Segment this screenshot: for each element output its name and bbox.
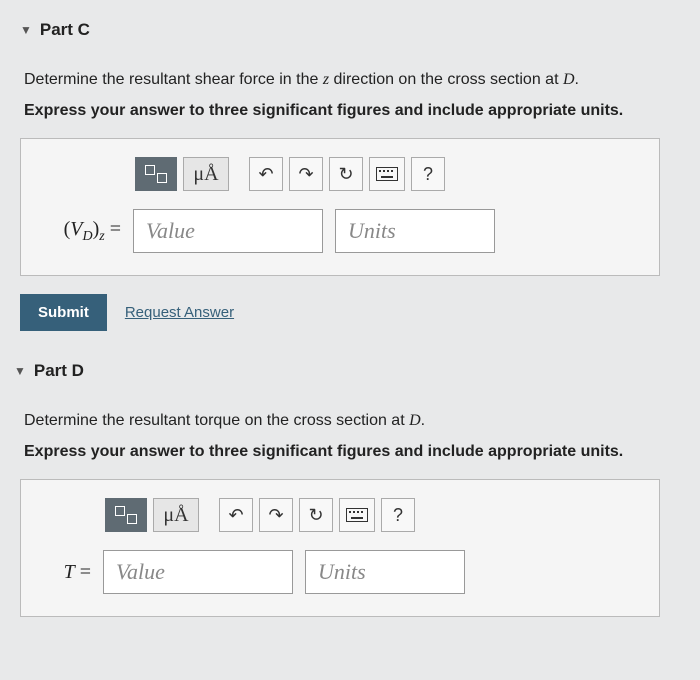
part-d-prompt: Determine the resultant torque on the cr… [24, 409, 680, 433]
submit-button[interactable]: Submit [20, 294, 107, 331]
units-input[interactable]: Units [305, 550, 465, 594]
part-d-inputs: T = Value Units [43, 550, 641, 594]
value-input[interactable]: Value [103, 550, 293, 594]
undo-button[interactable]: ↶ [249, 157, 283, 191]
templates-button[interactable] [105, 498, 147, 532]
part-d-header[interactable]: ▼ Part D [14, 361, 680, 381]
redo-button[interactable]: ↷ [289, 157, 323, 191]
part-d-toolbar: μÅ ↶ ↷ ↻ ? [105, 498, 641, 532]
units-input[interactable]: Units [335, 209, 495, 253]
collapse-triangle-icon: ▼ [20, 23, 32, 37]
part-d-answer-box: μÅ ↶ ↷ ↻ ? T = Value Units [20, 479, 660, 617]
prompt-text: Determine the resultant shear force in t… [24, 71, 323, 88]
part-d-title: Part D [34, 361, 84, 381]
help-button[interactable]: ? [381, 498, 415, 532]
part-d-instruction: Express your answer to three significant… [24, 443, 680, 461]
keyboard-button[interactable] [369, 157, 405, 191]
prompt-point-d: D [563, 71, 575, 88]
request-answer-link[interactable]: Request Answer [125, 304, 234, 321]
undo-button[interactable]: ↶ [219, 498, 253, 532]
part-c-variable-label: (VD)z = [43, 218, 121, 245]
keyboard-button[interactable] [339, 498, 375, 532]
redo-button[interactable]: ↷ [259, 498, 293, 532]
part-c-instruction: Express your answer to three significant… [24, 102, 680, 120]
prompt-text: . [421, 412, 425, 429]
page: ▼ Part C Determine the resultant shear f… [0, 0, 700, 637]
part-c-header[interactable]: ▼ Part C [20, 20, 680, 40]
part-c-title: Part C [40, 20, 90, 40]
prompt-point-d: D [409, 412, 421, 429]
prompt-text: . [575, 71, 579, 88]
prompt-text: direction on the cross section at [329, 71, 563, 88]
symbols-button[interactable]: μÅ [183, 157, 229, 191]
help-button[interactable]: ? [411, 157, 445, 191]
value-input[interactable]: Value [133, 209, 323, 253]
templates-icon [115, 506, 137, 524]
templates-button[interactable] [135, 157, 177, 191]
reset-button[interactable]: ↻ [329, 157, 363, 191]
keyboard-icon [346, 508, 368, 522]
collapse-triangle-icon: ▼ [14, 364, 26, 378]
symbols-button[interactable]: μÅ [153, 498, 199, 532]
part-c-answer-box: μÅ ↶ ↷ ↻ ? (VD)z = Value Units [20, 138, 660, 276]
part-c-submit-row: Submit Request Answer [20, 294, 680, 331]
part-c-inputs: (VD)z = Value Units [43, 209, 641, 253]
part-d-variable-label: T = [43, 561, 91, 584]
keyboard-icon [376, 167, 398, 181]
prompt-text: Determine the resultant torque on the cr… [24, 412, 409, 429]
templates-icon [145, 165, 167, 183]
part-c-toolbar: μÅ ↶ ↷ ↻ ? [135, 157, 641, 191]
reset-button[interactable]: ↻ [299, 498, 333, 532]
part-c-prompt: Determine the resultant shear force in t… [24, 68, 680, 92]
